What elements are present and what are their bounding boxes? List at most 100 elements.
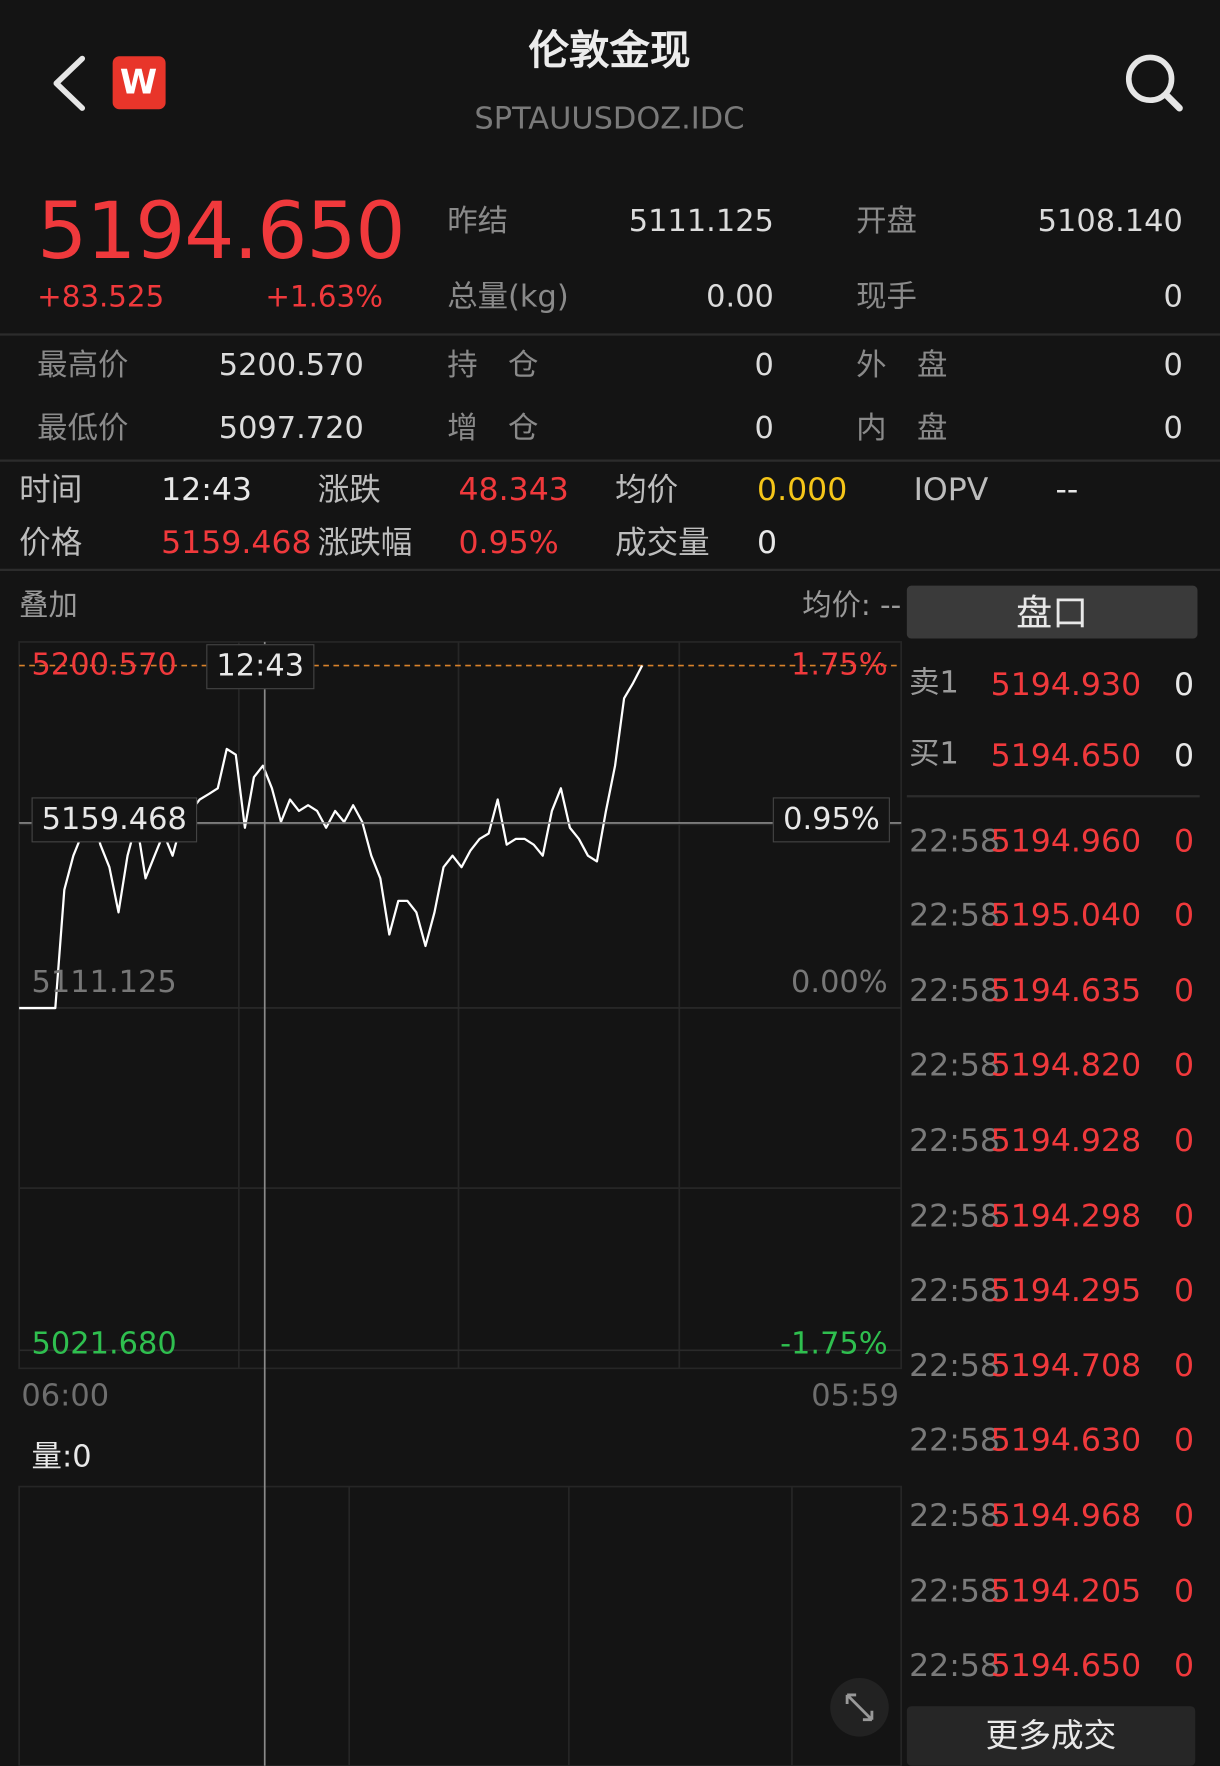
stat-value: 0 — [1163, 279, 1183, 315]
trade-time: 22:58 — [909, 1496, 1000, 1534]
trade-price: 5194.820 — [990, 1046, 1142, 1084]
orderbook-tab[interactable] — [906, 585, 1198, 639]
trade-price: 5194.708 — [990, 1346, 1142, 1384]
pct-tick-label: -1.75% — [780, 1326, 888, 1362]
info-label: 时间 — [19, 470, 83, 508]
info-value: -- — [1055, 470, 1079, 508]
orderbook-price: 5194.650 — [990, 735, 1142, 774]
info-value: 12:43 — [161, 470, 253, 508]
stat-label: 最高价 — [37, 348, 129, 384]
stat-label: 开盘 — [856, 203, 917, 239]
logo-letter: W — [119, 63, 158, 103]
price-line — [19, 665, 644, 1010]
trade-time: 22:58 — [909, 1346, 1000, 1384]
orderbook-tab-label[interactable]: 盘口 — [1016, 591, 1089, 635]
overlay-button[interactable]: 叠加 — [19, 588, 78, 623]
logo-badge — [112, 56, 166, 110]
trade-volume: 0 — [1174, 896, 1195, 934]
search-handle — [1162, 91, 1183, 112]
trade-time: 22:58 — [909, 1121, 1000, 1159]
page-title: 伦敦金现 — [528, 27, 691, 74]
info-value: 0.000 — [757, 470, 848, 508]
info-label: 价格 — [19, 523, 83, 561]
x-tick-label: 05:59 — [811, 1378, 899, 1414]
info-label: IOPV — [913, 470, 989, 508]
trade-time: 22:58 — [909, 1271, 1000, 1309]
stat-label: 持 仓 — [447, 348, 539, 384]
stat-value: 0 — [754, 411, 774, 447]
more-trades-button[interactable] — [906, 1706, 1196, 1766]
trade-price: 5194.650 — [990, 1646, 1142, 1684]
y-tick-label: 5200.570 — [31, 647, 177, 683]
trade-time: 22:58 — [909, 1196, 1000, 1234]
trade-price: 5194.630 — [990, 1421, 1142, 1459]
stat-label: 最低价 — [37, 411, 129, 447]
stat-value: 0 — [1163, 348, 1183, 384]
search-button[interactable] — [1125, 54, 1175, 104]
y-tick-label: 5111.125 — [31, 965, 177, 1001]
y-tick-label: 5021.680 — [31, 1326, 177, 1362]
trade-price: 5194.635 — [990, 971, 1142, 1009]
stat-label: 现手 — [856, 279, 917, 315]
trade-price: 5194.928 — [990, 1121, 1142, 1159]
trade-volume: 0 — [1174, 1496, 1195, 1534]
trade-volume: 0 — [1174, 1121, 1195, 1159]
trade-price: 5194.295 — [990, 1271, 1142, 1309]
stat-label: 内 盘 — [856, 411, 948, 447]
info-value: 0 — [757, 523, 778, 561]
info-value: 5159.468 — [161, 523, 312, 561]
trade-volume: 0 — [1174, 1046, 1195, 1084]
trade-volume: 0 — [1174, 1346, 1195, 1384]
info-value: 48.343 — [458, 470, 569, 508]
trade-price: 5194.968 — [990, 1496, 1142, 1534]
info-label: 成交量 — [615, 523, 710, 561]
cursor-price: 5159.468 — [31, 797, 197, 843]
trade-time: 22:58 — [909, 896, 1000, 934]
stat-value: 0.00 — [706, 279, 774, 315]
pct-tick-label: 0.00% — [791, 965, 888, 1001]
trade-price: 5194.960 — [990, 821, 1142, 859]
pct-tick-label: 1.75% — [791, 647, 888, 683]
back-button[interactable] — [53, 55, 86, 111]
volume-label: 量:0 — [31, 1439, 92, 1475]
last-price: 5194.650 — [37, 184, 405, 278]
orderbook-volume: 0 — [1174, 735, 1195, 774]
trade-price: 5194.205 — [990, 1571, 1142, 1609]
info-value: 0.95% — [458, 523, 559, 561]
stat-label: 外 盘 — [856, 348, 948, 384]
orderbook-volume: 0 — [1174, 665, 1195, 703]
stat-label: 增 仓 — [447, 411, 539, 447]
expand-icon — [845, 1693, 874, 1722]
symbol-code: SPTAUUSDOZ.IDC — [474, 101, 745, 137]
stat-value: 5111.125 — [628, 203, 774, 239]
more-trades-label[interactable]: 更多成交 — [985, 1716, 1117, 1755]
trade-time: 22:58 — [909, 971, 1000, 1009]
trade-price: 5194.298 — [990, 1196, 1142, 1234]
trade-volume: 0 — [1174, 1271, 1195, 1309]
stat-label: 昨结 — [447, 203, 509, 239]
trade-time: 22:58 — [909, 1571, 1000, 1609]
orderbook-side: 卖1 — [909, 665, 959, 701]
stat-value: 0 — [1163, 411, 1183, 447]
stat-value: 0 — [754, 348, 774, 384]
trade-time: 22:58 — [909, 1046, 1000, 1084]
trade-volume: 0 — [1174, 1646, 1195, 1684]
x-tick-label: 06:00 — [21, 1378, 110, 1414]
price-change-pct: +1.63% — [265, 280, 384, 314]
avg-label: 均价: -- — [802, 588, 902, 623]
trade-time: 22:58 — [909, 1646, 1000, 1684]
info-label: 均价 — [615, 470, 679, 508]
stat-value: 5200.570 — [218, 348, 364, 384]
trade-time: 22:58 — [909, 1421, 1000, 1459]
trade-volume: 0 — [1174, 1196, 1195, 1234]
cursor-time: 12:43 — [206, 644, 315, 690]
stat-label: 总量(kg) — [447, 279, 569, 315]
stat-value: 5097.720 — [218, 411, 364, 447]
trade-price: 5195.040 — [990, 896, 1142, 934]
trade-time: 22:58 — [909, 821, 1000, 859]
cursor-pct: 0.95% — [773, 797, 890, 843]
info-label: 涨跌 — [317, 470, 381, 508]
price-change: +83.525 — [37, 280, 165, 314]
trade-volume: 0 — [1174, 821, 1195, 859]
